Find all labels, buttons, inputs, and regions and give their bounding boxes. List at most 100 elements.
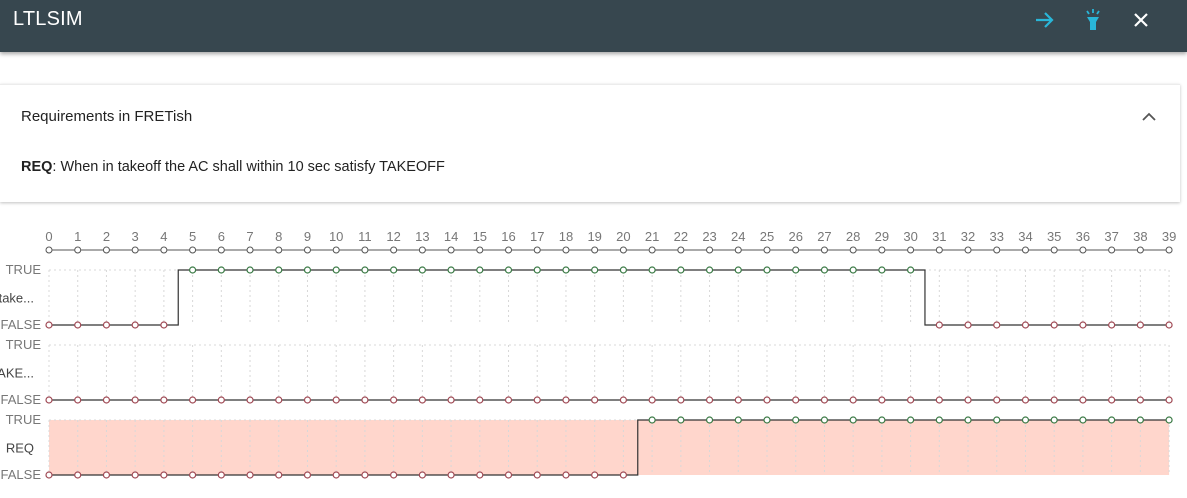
tick-label: 34	[1018, 229, 1032, 244]
axis-point	[303, 246, 311, 254]
tick-label: 21	[645, 229, 659, 244]
axis-point	[792, 246, 800, 254]
true-point	[217, 266, 225, 274]
true-point	[562, 266, 570, 274]
flashlight-icon	[1086, 9, 1100, 30]
tick-label: 32	[961, 229, 975, 244]
false-point	[705, 396, 714, 404]
false-point	[74, 471, 82, 479]
close-icon	[1134, 13, 1148, 27]
axis-point	[447, 246, 455, 254]
false-point	[189, 396, 197, 404]
false-point	[734, 396, 742, 404]
requirement-id[interactable]: REQ	[21, 159, 53, 175]
axis-point	[935, 246, 943, 254]
false-point	[648, 396, 656, 404]
forward-button[interactable]	[1031, 6, 1059, 34]
false-point	[476, 396, 484, 404]
true-point	[591, 266, 599, 274]
true-point	[705, 416, 714, 424]
false-point	[763, 396, 771, 404]
true-point	[792, 266, 800, 274]
tick-label: 16	[501, 229, 515, 244]
true-point	[906, 416, 915, 424]
tick-label: 36	[1076, 229, 1090, 244]
false-point	[562, 396, 570, 404]
axis-point	[763, 246, 771, 254]
true-point	[390, 266, 398, 274]
tick-label: 18	[559, 229, 573, 244]
axis-point	[964, 246, 972, 254]
false-point	[504, 396, 513, 404]
true-point	[906, 266, 915, 274]
tick-label: 39	[1162, 229, 1176, 244]
false-point	[246, 396, 254, 404]
tick-label: 15	[473, 229, 487, 244]
axis-point	[677, 246, 685, 254]
false-point	[591, 471, 599, 479]
axis-point	[361, 246, 369, 254]
tick-label: 3	[132, 229, 139, 244]
tick-label: 2	[103, 229, 110, 244]
false-point	[303, 471, 312, 479]
false-point	[677, 396, 685, 404]
axis-point	[418, 246, 426, 254]
true-point	[964, 416, 972, 424]
true-point	[677, 416, 685, 424]
true-point	[246, 266, 254, 274]
tick-label: 17	[530, 229, 544, 244]
axis-point	[849, 246, 857, 254]
false-point	[1165, 321, 1173, 329]
close-button[interactable]	[1127, 6, 1155, 34]
axis-point	[993, 246, 1001, 254]
tick-label: 38	[1133, 229, 1147, 244]
true-point	[648, 266, 656, 274]
false-point	[189, 471, 197, 479]
false-point	[160, 321, 168, 329]
true-point	[705, 266, 714, 274]
true-point	[619, 266, 628, 274]
false-point	[418, 396, 426, 404]
axis-point	[533, 246, 541, 254]
tick-label: 6	[218, 229, 225, 244]
false-point	[1136, 396, 1144, 404]
tick-label: 13	[415, 229, 429, 244]
true-point	[1165, 416, 1173, 424]
axis-point	[734, 246, 742, 254]
tick-label: 1	[74, 229, 81, 244]
true-label: TRUE	[6, 262, 42, 277]
axis-point	[1021, 246, 1029, 254]
false-point	[792, 396, 800, 404]
tick-label: 9	[304, 229, 311, 244]
tick-label: 12	[386, 229, 400, 244]
false-point	[906, 396, 915, 404]
true-point	[734, 266, 742, 274]
trace-name: take...	[0, 291, 34, 306]
false-point	[849, 396, 857, 404]
true-point	[332, 266, 340, 274]
false-point	[878, 396, 886, 404]
tick-label: 14	[444, 229, 458, 244]
false-point	[1050, 396, 1058, 404]
false-point	[619, 471, 628, 479]
tick-label: 28	[846, 229, 860, 244]
true-label: TRUE	[6, 337, 42, 352]
true-point	[1136, 416, 1144, 424]
highlight-button[interactable]	[1079, 6, 1107, 34]
tick-label: 37	[1104, 229, 1118, 244]
tick-label: 7	[246, 229, 253, 244]
true-point	[533, 266, 541, 274]
chevron-up-icon	[1142, 112, 1156, 121]
tick-label: 33	[990, 229, 1004, 244]
true-point	[849, 416, 857, 424]
true-point	[1079, 416, 1087, 424]
false-point	[1021, 321, 1030, 329]
axis-point	[619, 246, 627, 254]
tick-label: 25	[760, 229, 774, 244]
tick-label: 10	[329, 229, 343, 244]
false-point	[993, 396, 1001, 404]
false-point	[131, 396, 139, 404]
collapse-toggle[interactable]	[1140, 108, 1158, 126]
axis-point	[217, 246, 225, 254]
requirements-header[interactable]: Requirements in FRETish	[21, 108, 193, 125]
